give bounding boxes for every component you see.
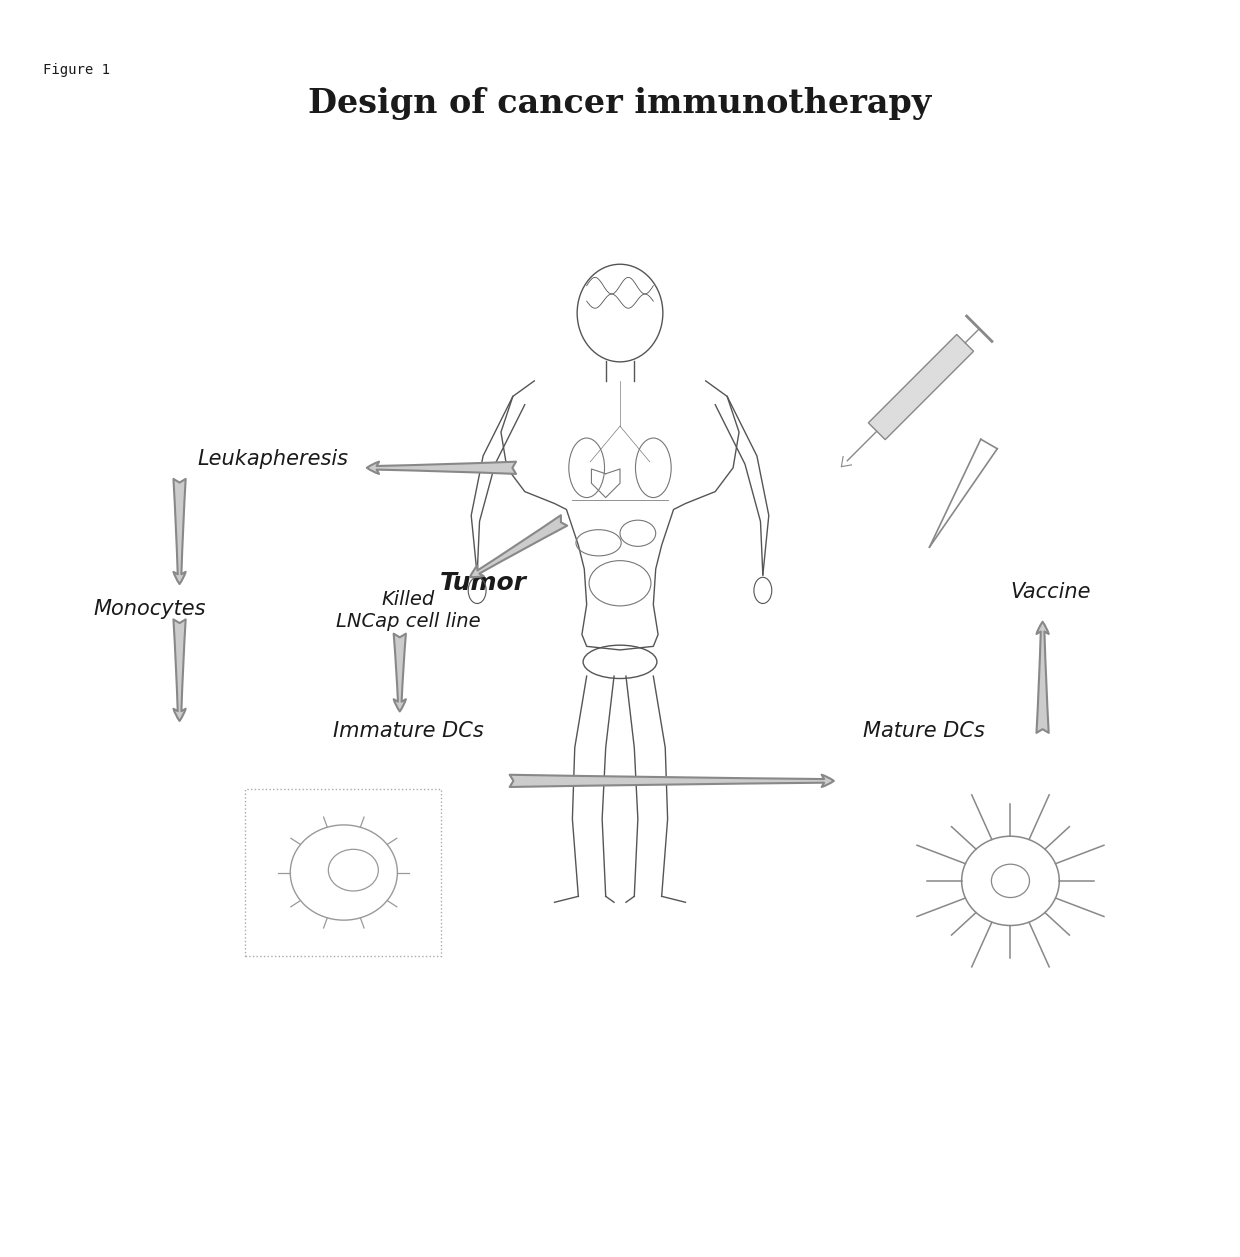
Text: Killed
LNCap cell line: Killed LNCap cell line xyxy=(336,590,480,631)
Text: Leukapheresis: Leukapheresis xyxy=(197,450,348,469)
Text: Vaccine: Vaccine xyxy=(1011,582,1091,602)
Text: Figure 1: Figure 1 xyxy=(42,63,109,77)
Text: Mature DCs: Mature DCs xyxy=(863,722,985,742)
Text: Monocytes: Monocytes xyxy=(93,598,206,618)
Text: Immature DCs: Immature DCs xyxy=(332,722,484,742)
Text: Tumor: Tumor xyxy=(440,572,527,596)
Polygon shape xyxy=(868,334,973,440)
Text: Design of cancer immunotherapy: Design of cancer immunotherapy xyxy=(309,87,931,119)
